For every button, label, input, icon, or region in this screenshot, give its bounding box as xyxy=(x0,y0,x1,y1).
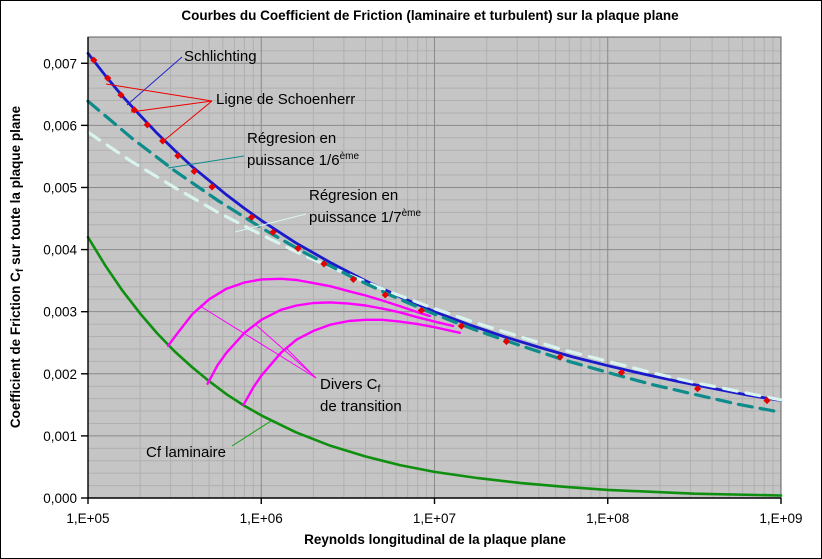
y-axis-title-sub: f xyxy=(14,268,26,272)
annotation-leader-lines xyxy=(105,56,317,447)
schoenherr-diamond-marker xyxy=(294,244,302,252)
schoenherr-diamond-marker xyxy=(143,121,151,129)
y-tick-label: 0,005 xyxy=(43,180,77,195)
axes: 1,E+05 1,E+06 1,E+07 1,E+08 1,E+09 0,000 0,001… xyxy=(43,37,803,526)
annotation-regression-1-7-base: puissance 1/7 xyxy=(309,209,402,226)
annotation-regression-1-6-line2: puissance 1/6ème xyxy=(247,151,359,169)
y-tick-label: 0,001 xyxy=(43,429,77,444)
y-axis-title-post: sur toute la plaque plane xyxy=(8,105,23,268)
x-tick-label: 1,E+06 xyxy=(240,511,283,526)
annotation-schlichting: Schlichting xyxy=(184,48,257,65)
schoenherr-diamond-marker xyxy=(248,213,256,221)
schoenherr-diamond-marker xyxy=(104,74,112,82)
schlichting-pointer xyxy=(126,56,183,106)
x-tick-label: 1,E+07 xyxy=(413,511,456,526)
schoenherr-diamond-marker xyxy=(417,306,425,315)
schoenherr-diamond-marker xyxy=(349,275,357,283)
x-tick-label: 1,E+09 xyxy=(759,511,802,526)
schoenherr-diamond-marker xyxy=(190,167,198,175)
schoenherr-diamond-marker xyxy=(693,385,702,393)
x-tick-label: 1,E+08 xyxy=(586,511,629,526)
x-tick-label: 1,E+05 xyxy=(66,511,109,526)
annotation-divers-cf-pre: Divers C xyxy=(320,376,378,393)
annotation-schoenherr: Ligne de Schoenherr xyxy=(216,91,355,108)
schoenherr-diamond-marker xyxy=(502,337,510,346)
annotation-divers-cf-sub: f xyxy=(378,383,381,395)
y-tick-label: 0,004 xyxy=(43,243,77,258)
divers-pointer-1 xyxy=(199,305,317,379)
y-tick-label: 0,002 xyxy=(43,367,77,382)
schoenherr-diamond-marker xyxy=(457,322,466,330)
annotation-regression-1-7-line2: puissance 1/7ème xyxy=(309,208,421,226)
schoenherr-pointer-3 xyxy=(160,100,213,144)
schoenherr-diamond-marker xyxy=(556,353,564,361)
laminaire-pointer xyxy=(231,420,272,447)
series-transition-2 xyxy=(206,301,455,385)
schoenherr-diamond-marker xyxy=(269,228,277,236)
chart-title: Courbes du Coefficient de Friction (lami… xyxy=(181,8,679,23)
divers-pointer-2 xyxy=(255,324,317,379)
schoenherr-diamond-marker xyxy=(320,260,328,268)
reg17-pointer xyxy=(234,213,307,233)
series-regression-1-7 xyxy=(86,130,783,402)
divers-pointer-3 xyxy=(286,348,317,379)
schoenherr-diamond-marker xyxy=(90,56,98,64)
x-axis-title: Reynolds longitudinal de la plaque plane xyxy=(304,532,566,547)
annotation-divers-cf-line2: de transition xyxy=(320,398,402,415)
y-tick-label: 0,006 xyxy=(43,118,77,133)
schoenherr-pointer-1 xyxy=(105,83,213,102)
series-schlichting xyxy=(86,51,783,402)
annotation-cf-laminaire: Cf laminaire xyxy=(146,444,226,461)
schoenherr-diamond-marker xyxy=(117,91,125,99)
schoenherr-pointer-2 xyxy=(130,100,213,113)
annotation-divers-cf-line1: Divers Cf xyxy=(320,376,381,395)
annotation-regression-1-6-base: puissance 1/6 xyxy=(247,152,340,169)
schoenherr-diamond-marker xyxy=(381,291,389,299)
annotation-regression-1-6-line1: Régresion en xyxy=(247,130,336,147)
series-laminaire xyxy=(86,235,783,497)
schoenherr-diamond-marker xyxy=(617,368,626,377)
series-transition-3 xyxy=(242,318,461,406)
y-tick-label: 0,000 xyxy=(43,491,77,506)
schoenherr-diamond-marker xyxy=(208,183,216,191)
reg16-pointer xyxy=(167,155,245,169)
annotation-regression-1-7-line1: Régresion en xyxy=(309,187,398,204)
y-tick-label: 0,007 xyxy=(43,56,77,71)
annotation-regression-1-7-sup: ème xyxy=(402,208,422,219)
schoenherr-diamond-marker xyxy=(763,396,771,405)
schoenherr-diamond-marker xyxy=(174,152,182,160)
y-axis-title-pre: Coefficient de Friction C xyxy=(8,272,23,428)
data-series xyxy=(86,51,783,497)
series-regression-1-6 xyxy=(86,99,783,414)
series-transition-1 xyxy=(166,277,431,347)
y-tick-label: 0,003 xyxy=(43,305,77,320)
gridlines xyxy=(87,37,782,498)
annotation-regression-1-6-sup: ème xyxy=(340,151,360,162)
y-axis-title: Coefficient de Friction Cf sur toute la … xyxy=(8,105,26,428)
